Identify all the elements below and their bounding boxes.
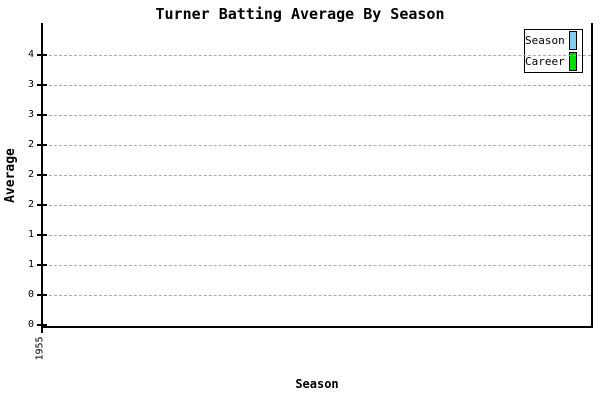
- gridline: [44, 235, 591, 236]
- gridline: [44, 175, 591, 176]
- y-tick-label: 3: [27, 109, 34, 120]
- y-tick-label: 0: [27, 319, 34, 330]
- x-axis-line: [41, 326, 593, 328]
- y-tick-mark: [37, 324, 47, 326]
- legend-swatch-season: [568, 31, 577, 50]
- gridline: [44, 295, 591, 296]
- y-tick-mark: [37, 174, 47, 176]
- y-tick-mark: [37, 264, 47, 266]
- y-tick-mark: [37, 234, 47, 236]
- gridline: [44, 205, 591, 206]
- y-tick-label: 2: [27, 139, 34, 150]
- y-axis-title: Average: [2, 147, 18, 203]
- x-axis-title: Season: [295, 377, 339, 391]
- legend-box: Season Career: [524, 29, 583, 73]
- gridline: [44, 55, 591, 56]
- x-tick-label: 1955: [34, 335, 46, 361]
- gridline: [44, 265, 591, 266]
- legend-item-season: Season: [525, 31, 577, 50]
- y-tick-label: 1: [27, 259, 34, 270]
- y-tick-label: 3: [27, 79, 34, 90]
- y-tick-mark: [37, 54, 47, 56]
- y-tick-label: 4: [27, 49, 34, 60]
- y-tick-mark: [37, 114, 47, 116]
- chart-title: Turner Batting Average By Season: [155, 5, 445, 23]
- gridline: [44, 145, 591, 146]
- y-tick-mark: [37, 144, 47, 146]
- plot-right-border: [591, 23, 593, 328]
- y-tick-label: 0: [27, 289, 34, 300]
- y-tick-label: 2: [27, 169, 34, 180]
- legend-swatch-career: [568, 52, 577, 71]
- y-tick-label: 1: [27, 229, 34, 240]
- legend-item-career: Career: [525, 52, 577, 71]
- y-tick-mark: [37, 204, 47, 206]
- y-tick-mark: [37, 294, 47, 296]
- y-tick-mark: [37, 84, 47, 86]
- y-tick-label: 2: [27, 199, 34, 210]
- legend-label-season: Season: [525, 34, 565, 47]
- legend-label-career: Career: [525, 55, 565, 68]
- y-axis-line: [41, 23, 43, 333]
- gridline: [44, 85, 591, 86]
- gridline: [44, 115, 591, 116]
